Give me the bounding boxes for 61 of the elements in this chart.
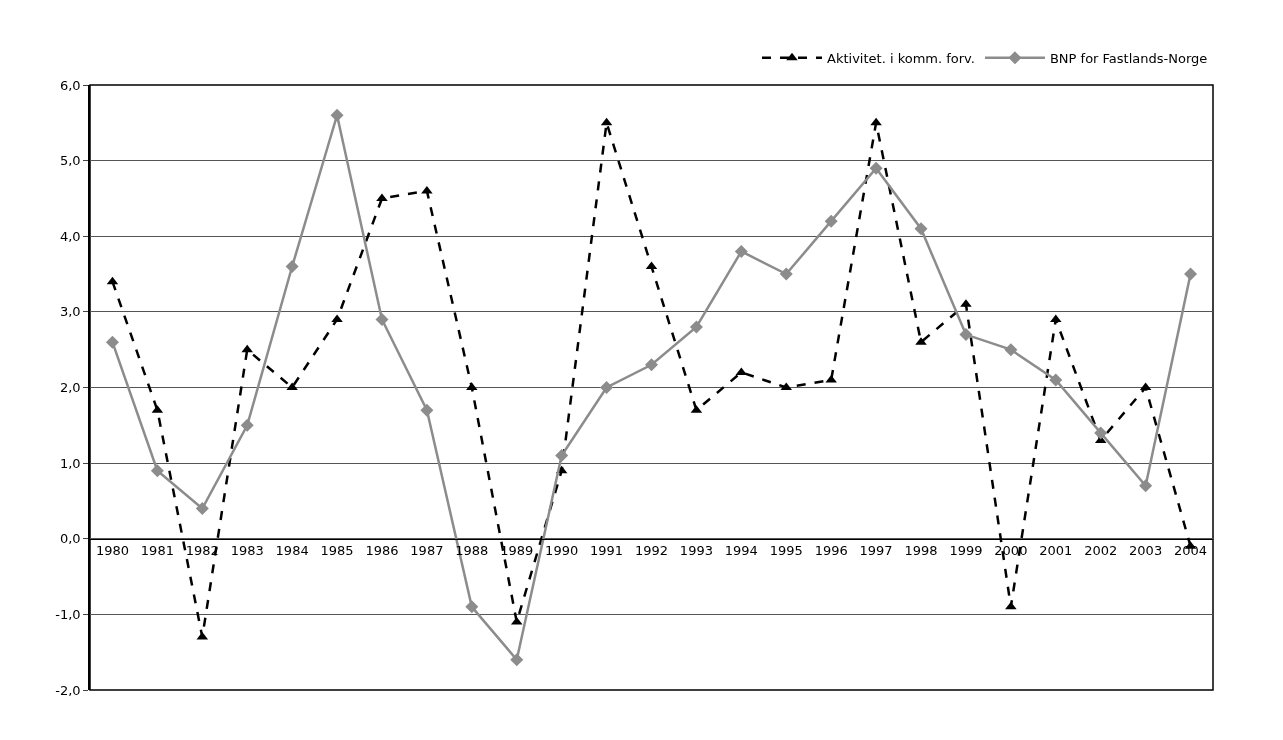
x-tick-label: 1993 [679,543,713,559]
point [870,117,882,126]
x-tick-label: 2002 [1084,543,1118,559]
point [510,653,524,667]
point [330,108,344,122]
point [241,344,253,353]
x-tick-label: 1994 [724,543,758,559]
point [1049,373,1063,387]
point [779,267,793,281]
point [420,403,434,417]
point [285,260,299,273]
point [240,418,254,432]
point [1139,479,1153,493]
x-tick-label: 1998 [904,543,938,559]
point [600,381,614,394]
y-tick-label: 0,0 [59,531,81,547]
x-tick-label: 1992 [634,543,669,559]
y-tick-label: 5,0 [59,153,81,169]
point [1004,343,1018,357]
x-tick-label: 2001 [1039,543,1073,559]
point [465,600,479,614]
y-tick-label: 3,0 [59,304,81,320]
point [869,161,883,175]
point [555,449,569,463]
point [959,328,973,342]
point [1094,426,1108,440]
point [689,320,703,334]
x-tick-label: 1991 [590,543,624,559]
y-tick-label: -2,0 [55,682,81,698]
x-tick-label: 1996 [814,543,848,559]
legend-label: BNP for Fastlands-Norge [1049,50,1208,66]
x-tick-label: 1986 [365,543,399,559]
x-tick-label: 1980 [95,543,130,559]
point [645,358,658,372]
point [824,214,838,228]
y-tick-label: -1,0 [55,606,81,622]
x-tick-label: 1987 [410,543,444,559]
point [1184,267,1198,281]
x-tick-label: 1985 [320,543,354,559]
point [195,502,209,515]
x-tick-label: 1989 [500,543,534,559]
point [734,244,748,258]
x-tick-label: 1981 [140,543,174,559]
point [375,312,389,326]
point [150,464,164,478]
legend-label: Aktivitet. i komm. forv. [827,50,975,66]
x-tick-label: 1990 [545,543,579,559]
x-tick-label: 2003 [1129,543,1163,559]
x-tick-label: 1983 [230,543,264,559]
x-tick-label: 1995 [769,543,803,559]
y-tick-label: 2,0 [59,380,81,396]
x-tick-label: 1984 [275,543,309,559]
point [1005,601,1017,610]
x-tick-label: 1988 [455,543,489,559]
y-tick-label: 6,0 [59,77,81,93]
y-tick-label: 4,0 [59,228,81,244]
x-tick-label: 1999 [949,543,983,559]
point [914,222,928,236]
point [105,335,119,349]
y-tick-label: 1,0 [59,455,81,471]
x-tick-label: 1997 [859,543,893,559]
